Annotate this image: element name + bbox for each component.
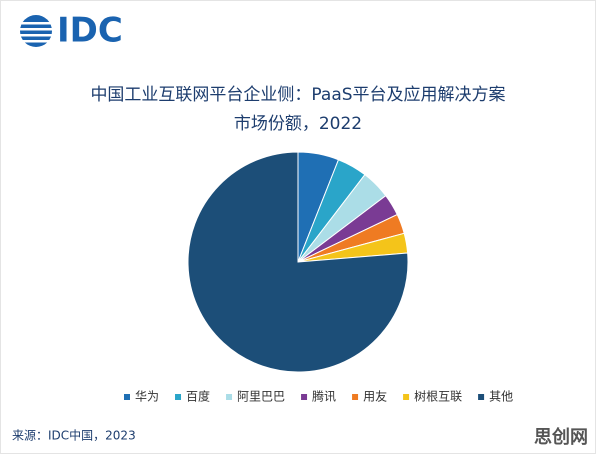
legend-label: 阿里巴巴 [237,390,285,404]
source: 来源：IDC中国，2023 [12,428,136,443]
legend-swatch [301,394,308,400]
legend-swatch [478,394,485,400]
legend-swatch [124,394,130,400]
pie-slice [187,151,409,373]
logo-text: IDC [57,11,123,51]
legend-label: 树根互联 [414,389,462,404]
legend-label: 用友 [363,390,387,404]
legend-label: 腾讯 [312,389,336,404]
legend-label: 其他 [489,390,513,404]
logo-icon [20,15,52,47]
legend-swatch [403,394,410,400]
legend: 华为 百度 阿里巴巴 腾讯 用友 树根互联 其他 [124,389,513,404]
legend-swatch [226,394,233,400]
chart-title: 市场份额，2022 [234,114,362,134]
legend-label: 华为 [135,390,159,404]
chart-title: 中国工业互联网平台企业侧：PaaS平台及应用解决方案 [90,85,505,105]
pie [187,151,409,373]
legend-swatch [175,394,182,400]
legend-swatch [352,394,359,400]
watermark: 思创网 [534,426,588,448]
legend-label: 百度 [186,389,210,404]
